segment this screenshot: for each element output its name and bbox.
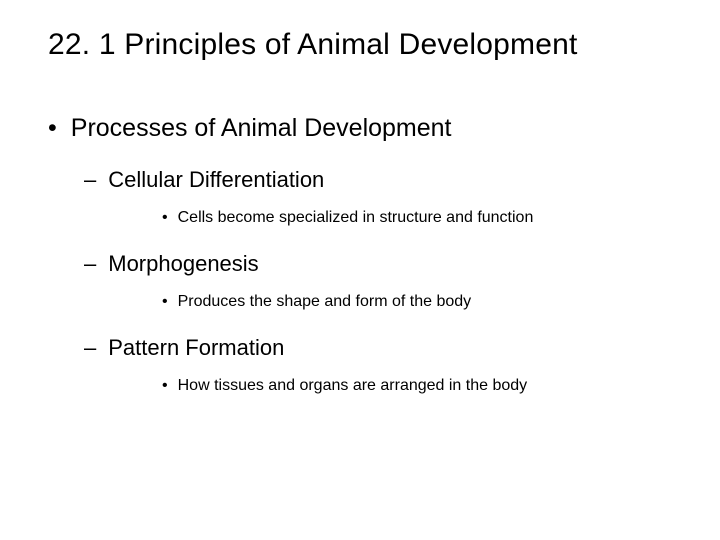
bullet-disc-icon: • [162, 378, 168, 394]
bullet-disc-icon: • [48, 116, 57, 141]
level-1-text: Processes of Animal Development [71, 114, 452, 143]
bullet-dash-icon: – [84, 335, 96, 361]
bullet-disc-icon: • [162, 294, 168, 310]
list-item: – Morphogenesis [84, 251, 680, 277]
bullet-dash-icon: – [84, 251, 96, 277]
list-item: • Processes of Animal Development [48, 114, 680, 143]
bullet-dash-icon: – [84, 167, 96, 193]
level-3-text: How tissues and organs are arranged in t… [178, 377, 528, 395]
list-item: • Cells become specialized in structure … [162, 209, 680, 227]
outline-level-3: • How tissues and organs are arranged in… [162, 377, 680, 395]
outline-level-2: – Cellular Differentiation • Cells becom… [84, 167, 680, 227]
level-3-text: Produces the shape and form of the body [178, 293, 472, 311]
outline-level-2: – Pattern Formation • How tissues and or… [84, 335, 680, 395]
outline-level-3: • Produces the shape and form of the bod… [162, 293, 680, 311]
outline-level-1: • Processes of Animal Development – Cell… [48, 114, 680, 395]
list-item: • Produces the shape and form of the bod… [162, 293, 680, 311]
list-item: – Cellular Differentiation [84, 167, 680, 193]
level-2-text: Morphogenesis [108, 251, 258, 277]
outline-level-3: • Cells become specialized in structure … [162, 209, 680, 227]
bullet-disc-icon: • [162, 210, 168, 226]
level-2-text: Pattern Formation [108, 335, 284, 361]
list-item: – Pattern Formation [84, 335, 680, 361]
outline-level-2: – Morphogenesis • Produces the shape and… [84, 251, 680, 311]
level-2-text: Cellular Differentiation [108, 167, 324, 193]
level-3-text: Cells become specialized in structure an… [178, 209, 534, 227]
slide-title: 22. 1 Principles of Animal Development [48, 28, 680, 62]
list-item: • How tissues and organs are arranged in… [162, 377, 680, 395]
